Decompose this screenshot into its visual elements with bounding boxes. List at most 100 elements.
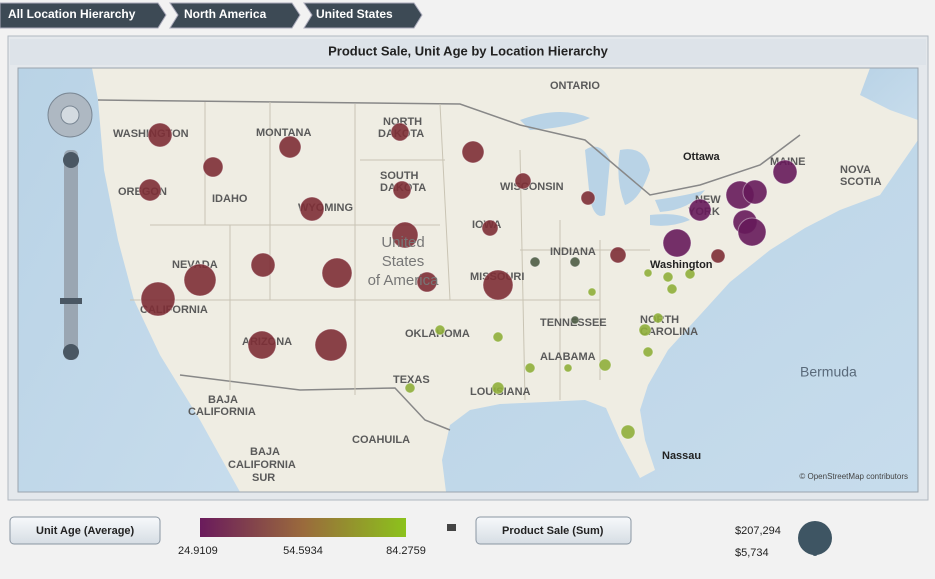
breadcrumb-label[interactable]: All Location Hierarchy — [8, 7, 136, 21]
region-label: CALIFORNIA — [228, 459, 296, 471]
location-bubble[interactable] — [688, 198, 712, 222]
size-button-label[interactable]: Product Sale (Sum) — [502, 525, 604, 537]
region-label: CALIFORNIA — [188, 406, 256, 418]
pan-center[interactable] — [60, 105, 80, 125]
location-bubble[interactable] — [492, 331, 504, 343]
location-bubble[interactable] — [147, 122, 173, 148]
location-bubble[interactable] — [737, 217, 767, 247]
breadcrumb[interactable] — [0, 2, 167, 29]
region-label: NORTH — [383, 116, 422, 128]
region-label: NOVA — [840, 164, 871, 176]
location-bubble[interactable] — [652, 312, 664, 324]
location-bubble[interactable] — [684, 268, 696, 280]
location-bubble[interactable] — [529, 256, 541, 268]
location-bubble[interactable] — [638, 323, 652, 337]
city-label: Ottawa — [683, 151, 721, 163]
country-label: States — [382, 253, 425, 270]
region-label: ALABAMA — [540, 351, 596, 363]
size-large — [798, 521, 832, 555]
location-bubble[interactable] — [416, 271, 438, 293]
location-bubble[interactable] — [138, 178, 162, 202]
breadcrumb[interactable] — [169, 2, 301, 29]
location-bubble[interactable] — [482, 269, 514, 301]
location-bubble[interactable] — [642, 346, 654, 358]
color-button-label[interactable]: Unit Age (Average) — [36, 525, 135, 537]
location-bubble[interactable] — [404, 382, 416, 394]
country-label: of America — [368, 272, 440, 289]
location-bubble[interactable] — [662, 228, 692, 258]
size-label: $5,734 — [735, 547, 769, 559]
atlantic — [442, 140, 918, 492]
breadcrumb[interactable] — [303, 2, 423, 29]
location-bubble[interactable] — [666, 283, 678, 295]
region-label: COAHUILA — [352, 434, 410, 446]
location-bubble[interactable] — [580, 190, 596, 206]
map-frame — [17, 67, 919, 493]
location-bubble[interactable] — [250, 252, 276, 278]
location-bubble[interactable] — [391, 221, 419, 249]
chart-title: Product Sale, Unit Age by Location Hiera… — [328, 43, 609, 58]
lock-icon[interactable] — [447, 524, 456, 531]
location-bubble[interactable] — [321, 257, 353, 289]
border — [97, 99, 801, 431]
location-bubble[interactable] — [299, 196, 325, 222]
location-bubble[interactable] — [202, 156, 224, 178]
color-button[interactable] — [9, 516, 161, 545]
location-bubble[interactable] — [643, 268, 653, 278]
zoom-control[interactable] — [47, 92, 93, 360]
location-bubble[interactable] — [140, 281, 176, 317]
city-label: Washington — [650, 259, 713, 271]
location-bubble[interactable] — [620, 424, 636, 440]
location-bubble[interactable] — [598, 358, 612, 372]
location-bubble[interactable] — [392, 180, 412, 200]
breadcrumb-label[interactable]: North America — [184, 7, 267, 21]
region-label: ONTARIO — [550, 80, 600, 92]
region-label: SUR — [252, 472, 275, 484]
location-bubble[interactable] — [481, 219, 499, 237]
region-label: IDAHO — [212, 193, 248, 205]
location-bubble[interactable] — [434, 324, 446, 336]
location-bubble[interactable] — [514, 172, 532, 190]
location-bubble[interactable] — [314, 328, 348, 362]
breadcrumbs: All Location Hierarchy North America Uni… — [0, 2, 423, 29]
location-bubble[interactable] — [524, 362, 536, 374]
size-button[interactable] — [475, 516, 632, 545]
region-label: MONTANA — [256, 127, 311, 139]
region-label: SCOTIA — [840, 176, 882, 188]
attribution: © OpenStreetMap contributors — [799, 472, 908, 481]
zoom-thumb[interactable] — [60, 298, 82, 304]
region-label: TEXAS — [393, 374, 430, 386]
region-label: INDIANA — [550, 246, 596, 258]
location-bubble[interactable] — [569, 256, 581, 268]
location-bubble[interactable] — [662, 271, 674, 283]
region-label: SOUTH — [380, 170, 419, 182]
city-label: Nassau — [662, 450, 701, 462]
location-bubble[interactable] — [609, 246, 627, 264]
location-bubble[interactable] — [570, 315, 580, 325]
location-bubble[interactable] — [563, 363, 573, 373]
breadcrumb-label[interactable]: United States — [316, 7, 393, 21]
region-label: BAJA — [250, 446, 280, 458]
zoom-track[interactable] — [64, 150, 78, 360]
scale-label: 84.2759 — [386, 545, 426, 557]
zoom-in[interactable] — [63, 152, 79, 168]
location-bubble[interactable] — [278, 135, 302, 159]
location-bubble[interactable] — [183, 263, 217, 297]
title-bar — [10, 39, 926, 65]
location-bubble[interactable] — [491, 381, 505, 395]
location-bubble[interactable] — [587, 287, 597, 297]
location-bubble[interactable] — [247, 330, 277, 360]
location-bubble[interactable] — [390, 122, 410, 142]
location-bubble[interactable] — [772, 159, 798, 185]
great-lakes — [520, 111, 705, 226]
scale-label: 54.5934 — [283, 545, 323, 557]
region-label: CAROLINA — [640, 326, 698, 338]
zoom-out[interactable] — [63, 344, 79, 360]
country-label: United — [381, 234, 424, 251]
color-scale — [200, 518, 406, 537]
legend: Unit Age (Average) 24.9109 54.5934 84.27… — [9, 516, 832, 559]
location-bubble[interactable] — [742, 179, 768, 205]
location-bubble[interactable] — [710, 248, 726, 264]
location-bubble[interactable] — [461, 140, 485, 164]
